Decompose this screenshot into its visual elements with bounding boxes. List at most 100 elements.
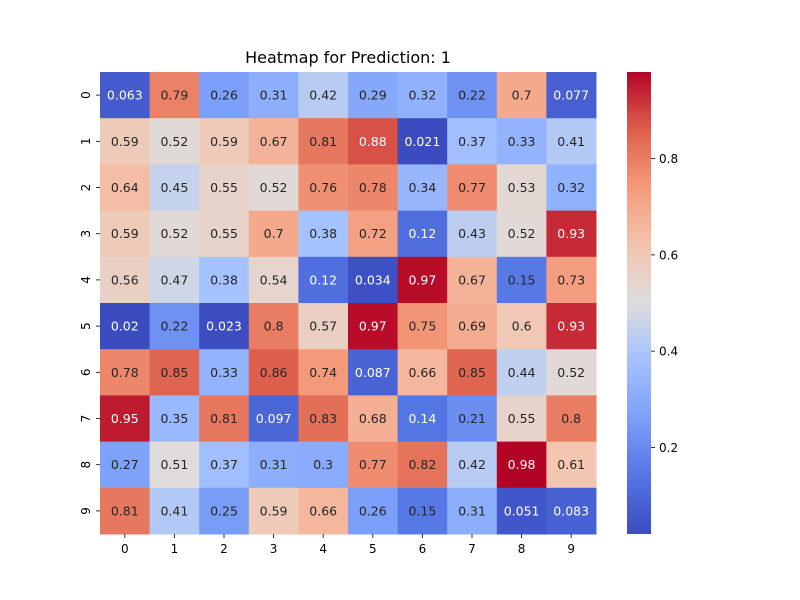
cell-value-label-3-9: 0.93 [557,226,585,241]
cell-value-label-3-2: 0.55 [210,226,238,241]
cell-value-label-0-1: 0.79 [160,88,188,103]
heatmap-cell-2-6 [397,164,448,212]
heatmap-cell-9-5 [348,487,399,535]
cell-value-label-2-2: 0.55 [210,180,238,195]
cell-value-label-7-6: 0.14 [408,411,436,426]
cell-value-label-9-9: 0.083 [553,503,589,518]
heatmap-cell-8-0 [100,441,151,489]
cell-value-label-4-3: 0.54 [260,272,288,287]
heatmap-cell-1-1 [149,118,200,165]
heatmap-cell-9-4 [298,487,349,535]
y-tick-label-9: 9 [79,507,93,515]
cell-value-label-4-0: 0.56 [111,272,139,287]
cell-value-label-2-1: 0.45 [160,180,188,195]
cell-value-label-7-8: 0.55 [508,411,536,426]
heatmap-cell-0-0 [100,72,151,119]
y-tick-label-6: 6 [79,368,93,376]
cell-value-label-5-5: 0.97 [359,319,387,334]
heatmap-cell-4-7 [447,256,498,304]
heatmap-cell-2-8 [496,164,547,212]
heatmap-cell-5-3 [248,303,299,350]
cell-value-label-4-7: 0.67 [458,272,486,287]
cell-value-label-6-6: 0.66 [408,365,436,380]
heatmap-cell-5-9 [546,303,597,350]
y-tick-label-8: 8 [79,461,93,469]
cell-value-label-2-6: 0.34 [408,180,436,195]
cell-value-label-0-5: 0.29 [359,88,387,103]
y-tick-label-4: 4 [79,276,93,284]
heatmap-cell-3-1 [149,210,200,258]
heatmap-cell-2-1 [149,164,200,212]
heatmap-cell-3-6 [397,210,448,258]
cell-value-label-3-6: 0.12 [408,226,436,241]
heatmap-cell-7-8 [496,395,547,443]
cell-value-label-0-8: 0.7 [512,88,532,103]
cell-value-label-2-7: 0.77 [458,180,486,195]
cell-value-label-5-1: 0.22 [160,319,188,334]
heatmap-cell-4-2 [199,256,250,304]
cell-value-label-4-9: 0.73 [557,272,585,287]
x-tick-label-7: 7 [468,542,476,556]
cell-value-label-2-4: 0.76 [309,180,337,195]
heatmap-cell-6-5 [348,349,399,396]
colorbar: 0.2 0.4 0.6 0.8 [627,72,678,534]
cell-value-label-8-3: 0.31 [260,457,288,472]
heatmap-cell-4-9 [546,256,597,304]
heatmap-cell-9-9 [546,487,597,535]
heatmap-cell-3-4 [298,210,349,258]
heatmap-cell-0-9 [546,72,597,119]
heatmap-cell-3-8 [496,210,547,258]
cell-value-label-0-6: 0.32 [408,88,436,103]
cell-value-label-5-3: 0.8 [264,319,284,334]
heatmap-cell-2-5 [348,164,399,212]
cell-value-label-5-7: 0.69 [458,319,486,334]
heatmap-cell-8-1 [149,441,200,489]
chart-title: Heatmap for Prediction: 1 [245,48,451,67]
y-tick-label-5: 5 [79,322,93,330]
heatmap-cell-7-4 [298,395,349,443]
heatmap-cell-6-7 [447,349,498,396]
heatmap-cell-3-2 [199,210,250,258]
cell-value-label-7-5: 0.68 [359,411,387,426]
cell-value-label-7-3: 0.097 [256,411,292,426]
cell-value-label-3-1: 0.52 [160,226,188,241]
cell-value-label-9-3: 0.59 [260,503,288,518]
cell-value-label-7-4: 0.83 [309,411,337,426]
cell-value-label-6-0: 0.78 [111,365,139,380]
cell-value-label-5-8: 0.6 [512,319,532,334]
cell-value-label-7-1: 0.35 [160,411,188,426]
heatmap-cell-8-9 [546,441,597,489]
heatmap-cell-7-5 [348,395,399,443]
cell-value-label-0-3: 0.31 [260,88,288,103]
cell-value-label-6-9: 0.52 [557,365,585,380]
cell-value-label-3-8: 0.52 [508,226,536,241]
heatmap-cell-0-5 [348,72,399,119]
heatmap-cell-6-2 [199,349,250,396]
heatmap-cell-0-6 [397,72,448,119]
heatmap-cell-2-2 [199,164,250,212]
heatmap-cell-6-0 [100,349,151,396]
cell-value-label-6-3: 0.86 [260,365,288,380]
cell-value-label-8-8: 0.98 [508,457,536,472]
heatmap-cell-8-6 [397,441,448,489]
cell-value-label-8-0: 0.27 [111,457,139,472]
heatmap-cell-0-8 [496,72,547,119]
heatmap-cell-0-2 [199,72,250,119]
cell-value-label-6-7: 0.85 [458,365,486,380]
heatmap-cell-2-0 [100,164,151,212]
y-axis: 0 1 2 3 4 5 6 7 8 9 [79,91,100,515]
cell-value-label-8-1: 0.51 [160,457,188,472]
cell-value-label-3-3: 0.7 [264,226,284,241]
heatmap-cell-2-4 [298,164,349,212]
colorbar-tick-label-1: 0.4 [659,345,678,359]
cell-value-label-1-5: 0.88 [359,134,387,149]
heatmap-cell-4-8 [496,256,547,304]
heatmap-cell-6-4 [298,349,349,396]
cell-value-label-1-9: 0.41 [557,134,585,149]
cell-value-label-5-9: 0.93 [557,319,585,334]
cell-value-label-7-0: 0.95 [111,411,139,426]
cell-value-label-4-2: 0.38 [210,272,238,287]
heatmap-cell-4-5 [348,256,399,304]
cell-value-label-1-1: 0.52 [160,134,188,149]
y-tick-label-2: 2 [79,184,93,192]
